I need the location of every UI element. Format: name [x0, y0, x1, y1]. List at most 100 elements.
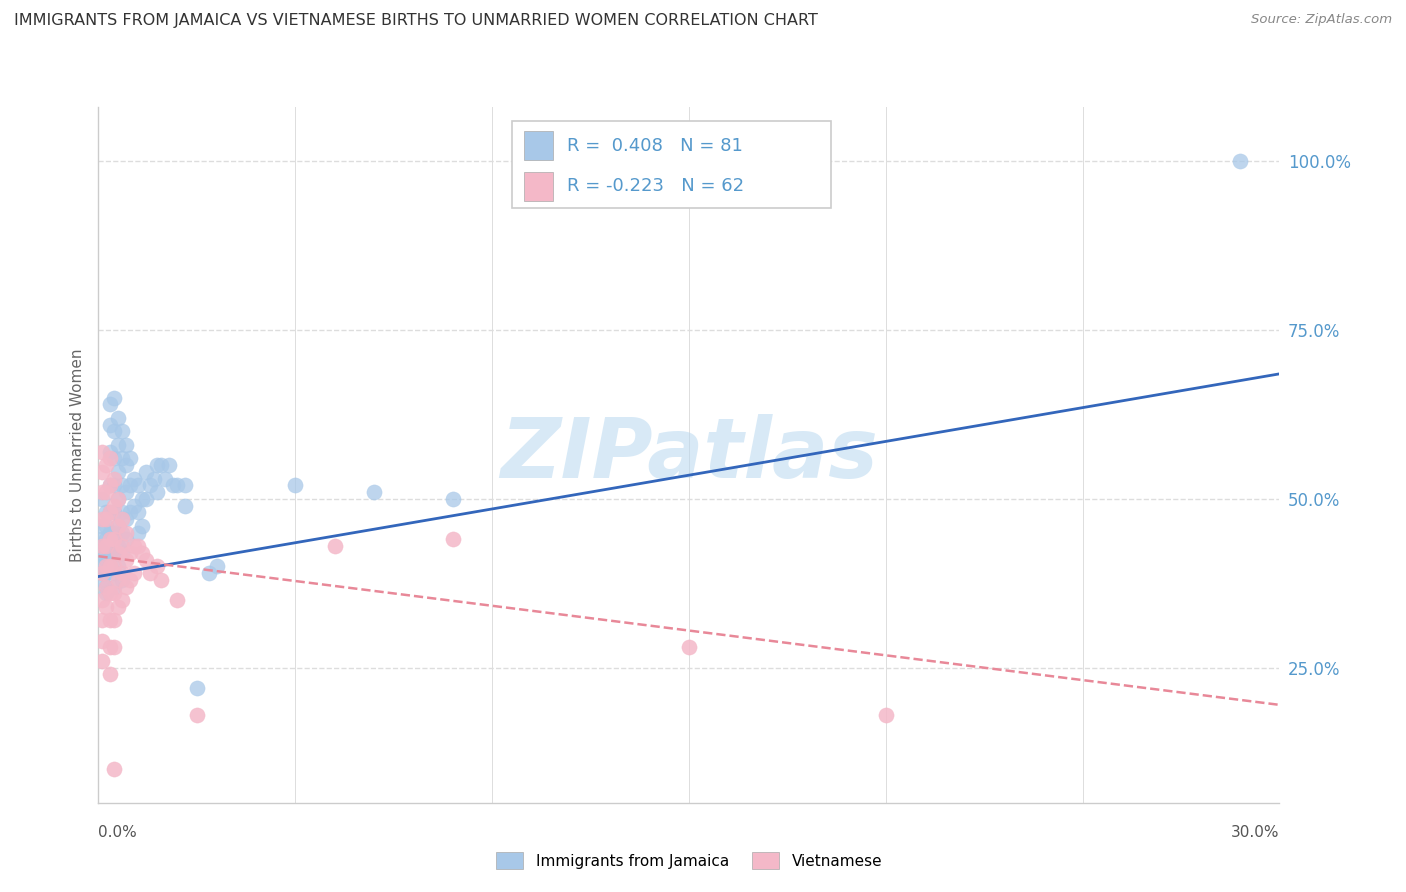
Point — [91, 444, 114, 458]
Point — [91, 633, 114, 648]
Point — [127, 478, 149, 492]
Point — [103, 478, 125, 492]
Point — [135, 491, 157, 506]
Point — [118, 451, 141, 466]
Point — [107, 410, 129, 425]
Point — [107, 491, 129, 506]
Point — [96, 458, 118, 472]
Point — [205, 559, 228, 574]
Point — [103, 566, 125, 581]
Point — [98, 546, 121, 560]
Point — [107, 599, 129, 614]
Point — [441, 533, 464, 547]
Point — [91, 491, 114, 506]
Point — [166, 593, 188, 607]
Point — [107, 491, 129, 506]
Point — [103, 505, 125, 519]
Y-axis label: Births to Unmarried Women: Births to Unmarried Women — [69, 348, 84, 562]
Text: R =  0.408   N = 81: R = 0.408 N = 81 — [567, 136, 744, 154]
Point — [96, 533, 118, 547]
Point — [98, 667, 121, 681]
Point — [111, 478, 134, 492]
Point — [98, 533, 121, 547]
Point — [127, 525, 149, 540]
Point — [118, 478, 141, 492]
Point — [115, 525, 138, 540]
Point — [111, 539, 134, 553]
Point — [111, 451, 134, 466]
Point — [98, 505, 121, 519]
Point — [96, 580, 118, 594]
Point — [91, 566, 114, 581]
Point — [91, 485, 114, 500]
Point — [197, 566, 219, 581]
Point — [98, 586, 121, 600]
Point — [150, 458, 173, 472]
Point — [98, 614, 121, 628]
Text: 30.0%: 30.0% — [1232, 825, 1279, 840]
Point — [127, 539, 149, 553]
Point — [107, 438, 129, 452]
Point — [115, 512, 138, 526]
Point — [111, 424, 134, 438]
Point — [115, 438, 138, 452]
Point — [91, 546, 114, 560]
Point — [122, 499, 145, 513]
Point — [111, 566, 134, 581]
Point — [174, 499, 197, 513]
Point — [98, 559, 121, 574]
Point — [96, 599, 118, 614]
Point — [96, 586, 118, 600]
Point — [142, 472, 165, 486]
Point — [166, 478, 188, 492]
Point — [111, 546, 134, 560]
Point — [115, 533, 138, 547]
Point — [98, 559, 121, 574]
Point — [91, 654, 114, 668]
Point — [91, 512, 114, 526]
Text: 0.0%: 0.0% — [98, 825, 138, 840]
Point — [103, 586, 125, 600]
Point — [363, 485, 385, 500]
Point — [98, 525, 121, 540]
Point — [131, 546, 153, 560]
Point — [103, 391, 125, 405]
Point — [150, 573, 173, 587]
Legend: Immigrants from Jamaica, Vietnamese: Immigrants from Jamaica, Vietnamese — [489, 846, 889, 875]
Point — [115, 458, 138, 472]
Point — [155, 472, 177, 486]
Point — [146, 559, 169, 574]
Point — [91, 559, 114, 574]
Point — [131, 491, 153, 506]
Point — [115, 580, 138, 594]
Point — [96, 559, 118, 574]
Point — [111, 512, 134, 526]
Point — [875, 708, 897, 723]
Point — [127, 505, 149, 519]
Point — [91, 573, 114, 587]
Point — [103, 451, 125, 466]
Point — [107, 546, 129, 560]
Point — [96, 546, 118, 560]
Point — [103, 640, 125, 655]
Point — [284, 478, 307, 492]
Point — [111, 505, 134, 519]
Point — [98, 640, 121, 655]
Point — [103, 472, 125, 486]
Point — [111, 593, 134, 607]
Point — [135, 552, 157, 566]
Point — [107, 539, 129, 553]
FancyBboxPatch shape — [512, 121, 831, 208]
Point — [118, 505, 141, 519]
Bar — [523, 172, 553, 201]
Point — [98, 478, 121, 492]
Point — [131, 519, 153, 533]
Point — [122, 566, 145, 581]
Text: IMMIGRANTS FROM JAMAICA VS VIETNAMESE BIRTHS TO UNMARRIED WOMEN CORRELATION CHAR: IMMIGRANTS FROM JAMAICA VS VIETNAMESE BI… — [14, 13, 818, 29]
Point — [98, 397, 121, 411]
Point — [91, 539, 114, 553]
Point — [98, 451, 121, 466]
Point — [146, 458, 169, 472]
Point — [107, 465, 129, 479]
Point — [96, 505, 118, 519]
